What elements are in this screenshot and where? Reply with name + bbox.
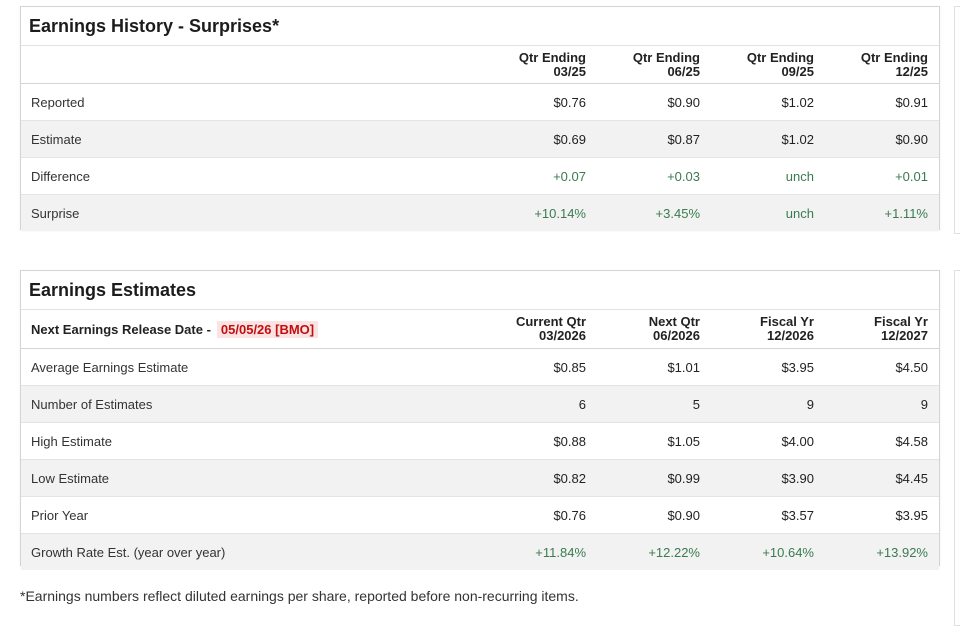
- surprises-col-header-4: Qtr Ending 12/25: [860, 49, 928, 79]
- next-release-info: Next Earnings Release Date - 05/05/26 [B…: [31, 310, 319, 348]
- table-cell: unch: [785, 205, 814, 221]
- table-cell: $0.76: [553, 94, 586, 110]
- row-label: Estimate: [31, 131, 82, 147]
- table-row-surprise: Surprise +10.14% +3.45% unch +1.11%: [21, 195, 939, 231]
- earnings-estimates-panel: Earnings Estimates Next Earnings Release…: [20, 270, 940, 570]
- surprises-col-header-1: Qtr Ending 03/25: [518, 49, 586, 79]
- estimates-title: Earnings Estimates: [21, 271, 939, 310]
- table-cell: $0.90: [667, 507, 700, 523]
- earnings-surprises-panel: Earnings History - Surprises* Qtr Ending…: [20, 6, 940, 231]
- table-cell: $4.58: [895, 433, 928, 449]
- row-label: Number of Estimates: [31, 396, 153, 412]
- footnote: *Earnings numbers reflect diluted earnin…: [20, 588, 579, 604]
- table-row-low-estimate: Low Estimate $0.82 $0.99 $3.90 $4.45: [21, 460, 939, 497]
- table-cell: +13.92%: [876, 544, 928, 560]
- table-cell: $0.99: [667, 470, 700, 486]
- table-cell: +0.03: [667, 168, 700, 184]
- table-cell: $0.90: [667, 94, 700, 110]
- surprises-col-header-3: Qtr Ending 09/25: [746, 49, 814, 79]
- surprises-header-row: Qtr Ending 03/25 Qtr Ending 06/25 Qtr Endi…: [21, 46, 939, 84]
- table-cell: $3.57: [781, 507, 814, 523]
- table-cell: 9: [920, 396, 928, 412]
- row-label: Low Estimate: [31, 470, 110, 486]
- estimates-col-header-1: Current Qtr 03/2026: [515, 314, 586, 343]
- row-label: Difference: [31, 168, 91, 184]
- table-cell: +0.01: [895, 168, 928, 184]
- table-row-number-of-estimates: Number of Estimates 6 5 9 9: [21, 386, 939, 423]
- table-cell: $1.05: [667, 433, 700, 449]
- table-row-average-estimate: Average Earnings Estimate $0.85 $1.01 $3…: [21, 349, 939, 386]
- table-cell: $1.01: [667, 359, 700, 375]
- table-cell: 5: [692, 396, 700, 412]
- estimates-col-header-4: Fiscal Yr 12/2027: [874, 314, 928, 343]
- table-cell: $3.90: [781, 470, 814, 486]
- table-cell: 9: [806, 396, 814, 412]
- next-release-label: Next Earnings Release Date -: [31, 321, 211, 337]
- surprises-col-header-2: Qtr Ending 06/25: [632, 49, 700, 79]
- table-cell: $4.50: [895, 359, 928, 375]
- table-cell: unch: [785, 168, 814, 184]
- table-row-reported: Reported $0.76 $0.90 $1.02 $0.91: [21, 84, 939, 121]
- adjacent-panel-edge: [954, 6, 960, 234]
- table-cell: $4.45: [895, 470, 928, 486]
- table-row-high-estimate: High Estimate $0.88 $1.05 $4.00 $4.58: [21, 423, 939, 460]
- table-row-difference: Difference +0.07 +0.03 unch +0.01: [21, 158, 939, 195]
- table-cell: $0.91: [895, 94, 928, 110]
- surprises-title: Earnings History - Surprises*: [21, 7, 939, 46]
- row-label: Reported: [31, 94, 85, 110]
- table-cell: +3.45%: [655, 205, 700, 221]
- table-row-prior-year: Prior Year $0.76 $0.90 $3.57 $3.95: [21, 497, 939, 534]
- table-cell: $0.69: [553, 131, 586, 147]
- table-cell: +12.22%: [648, 544, 700, 560]
- table-cell: $0.87: [667, 131, 700, 147]
- table-row-growth-rate: Growth Rate Est. (year over year) +11.84…: [21, 534, 939, 570]
- estimates-col-header-2: Next Qtr 06/2026: [648, 314, 700, 343]
- row-label: Growth Rate Est. (year over year): [31, 544, 226, 560]
- adjacent-panel-edge: [954, 270, 960, 626]
- table-cell: $3.95: [895, 507, 928, 523]
- table-row-estimate: Estimate $0.69 $0.87 $1.02 $0.90: [21, 121, 939, 158]
- table-cell: $3.95: [781, 359, 814, 375]
- table-cell: $0.82: [553, 470, 586, 486]
- estimates-col-header-3: Fiscal Yr 12/2026: [760, 314, 814, 343]
- table-cell: +1.11%: [884, 205, 929, 221]
- table-cell: $4.00: [781, 433, 814, 449]
- row-label: High Estimate: [31, 433, 112, 449]
- estimates-header-row: Next Earnings Release Date - 05/05/26 [B…: [21, 310, 939, 349]
- row-label: Average Earnings Estimate: [31, 359, 189, 375]
- table-cell: $0.85: [553, 359, 586, 375]
- next-release-date-badge: 05/05/26 [BMO]: [216, 320, 319, 338]
- table-cell: $1.02: [781, 94, 814, 110]
- row-label: Surprise: [31, 205, 80, 221]
- table-cell: +10.64%: [762, 544, 814, 560]
- row-label: Prior Year: [31, 507, 89, 523]
- table-cell: $1.02: [781, 131, 814, 147]
- table-cell: +0.07: [553, 168, 586, 184]
- table-cell: +11.84%: [535, 544, 586, 560]
- table-cell: $0.90: [895, 131, 928, 147]
- table-cell: $0.88: [553, 433, 586, 449]
- table-cell: $0.76: [553, 507, 586, 523]
- table-cell: +10.14%: [534, 205, 586, 221]
- table-cell: 6: [578, 396, 586, 412]
